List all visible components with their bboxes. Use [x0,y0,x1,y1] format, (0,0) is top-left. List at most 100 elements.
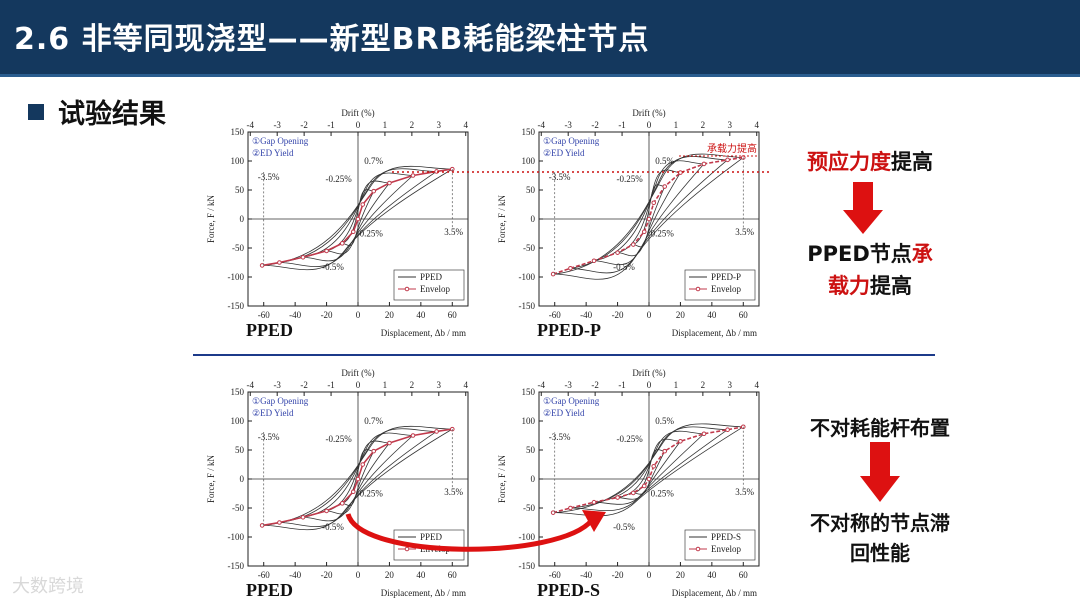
envelope-point [550,510,556,515]
y-axis-label: Force, F / kN [206,455,216,503]
x2-tick-label: -4 [538,380,546,390]
x2-tick-label: 4 [754,120,759,130]
x-tick-label: 20 [385,310,395,320]
header-underline [0,74,1080,77]
x2-tick-label: 2 [701,380,706,390]
x-tick-label: 60 [739,570,749,580]
annot-p07: 0.7% [364,156,383,166]
envelope-point [350,229,356,235]
y-tick-label: -150 [519,301,536,311]
x2-tick-label: -2 [591,380,599,390]
x2-tick-label: -1 [327,380,335,390]
x-tick-label: 60 [448,570,458,580]
y-tick-label: 0 [240,474,245,484]
annot-p35: 3.5% [735,227,754,237]
envelope-point [591,499,597,505]
envelope-point [701,161,707,167]
x2-tick-label: 0 [356,120,361,130]
annot-gap-opening: ①Gap Opening [543,136,600,146]
y-tick-label: 150 [522,387,536,397]
x2-axis-label: Drift (%) [632,108,665,118]
x-tick-label: 20 [676,310,686,320]
x2-tick-label: 2 [701,120,706,130]
y-tick-label: 150 [522,127,536,137]
y-axis-label: Force, F / kN [497,195,507,243]
y-tick-label: -100 [519,272,536,282]
envelope-point [630,490,636,496]
x2-tick-label: 0 [647,120,652,130]
section-heading: 试验结果 [28,92,166,131]
legend-marker [695,546,701,552]
x2-tick-label: -3 [273,380,281,390]
x2-tick-label: 4 [754,380,759,390]
x-tick-label: 20 [385,570,395,580]
envelope-point [350,489,356,495]
envelope-point [641,229,647,235]
x2-tick-label: -2 [300,380,308,390]
note-capacity-e: 提高 [870,274,912,298]
x-tick-label: -20 [321,310,333,320]
watermark: 大数跨境 [12,576,84,597]
note-asym-layout: 不对耗能杆布置 [810,416,950,440]
envelope-point [355,216,361,222]
y-tick-label: -150 [228,561,245,571]
x-tick-label: 60 [448,310,458,320]
note-prestress: 预应力度提高 [785,146,955,176]
annot-n35: -3.5% [258,432,280,442]
envelope-point [360,462,366,467]
envelope-point [360,202,366,207]
x2-tick-label: -4 [247,380,255,390]
legend-box [684,269,756,301]
envelope-point [387,440,392,446]
x2-tick-label: 1 [674,380,679,390]
envelope-point [725,157,730,163]
y-tick-label: -100 [228,272,245,282]
annot-ed-yield: ②ED Yield [543,408,585,418]
x-tick-label: 60 [739,310,749,320]
legend-label: PPED [420,272,443,282]
y-tick-label: 0 [240,214,245,224]
note-capacity: PPED节点承 载力提高 [780,238,960,302]
annot-p025: 0.25% [651,228,675,238]
envelope-point [387,180,392,186]
annot-callout: 承载力提高 [707,142,757,155]
note-capacity-c: 承 [911,242,933,266]
x2-tick-label: 4 [463,380,468,390]
annot-p35: 3.5% [735,487,754,497]
y-tick-label: 50 [526,185,536,195]
envelope-point [678,439,683,444]
y-tick-label: 100 [231,156,245,166]
x-tick-label: 0 [356,310,361,320]
x2-tick-label: 1 [674,120,679,130]
envelope-point [410,173,416,178]
envelope-point [568,266,573,271]
y-tick-label: -100 [228,532,245,542]
specimen-label: PPED [246,580,293,600]
envelope-point [615,495,620,500]
envelope-point [630,242,636,247]
envelope-point [651,463,657,469]
x-tick-label: 40 [416,570,426,580]
annot-p35: 3.5% [444,487,463,497]
x2-tick-label: -1 [327,120,335,130]
annot-ed-yield: ②ED Yield [252,148,294,158]
y-tick-label: -50 [523,503,535,513]
x2-tick-label: -2 [300,120,308,130]
x-tick-label: -20 [612,310,624,320]
annot-p35: 3.5% [444,227,463,237]
envelope-point [277,260,282,265]
note-capacity-a: PPED [807,242,870,266]
legend-label: Envelop [711,544,741,554]
x-tick-label: 40 [707,570,717,580]
envelope-point [277,520,282,525]
x-tick-label: -60 [258,570,270,580]
annot-n05: -0.5% [322,262,344,272]
annot-p07: 0.5% [655,416,674,426]
down-arrow-icon [843,182,883,234]
legend-box [393,269,465,301]
x-axis-label: Displacement, Δb / mm [672,588,757,598]
x-tick-label: -20 [321,570,333,580]
annot-n05: -0.5% [613,522,635,532]
x-tick-label: 20 [676,570,686,580]
